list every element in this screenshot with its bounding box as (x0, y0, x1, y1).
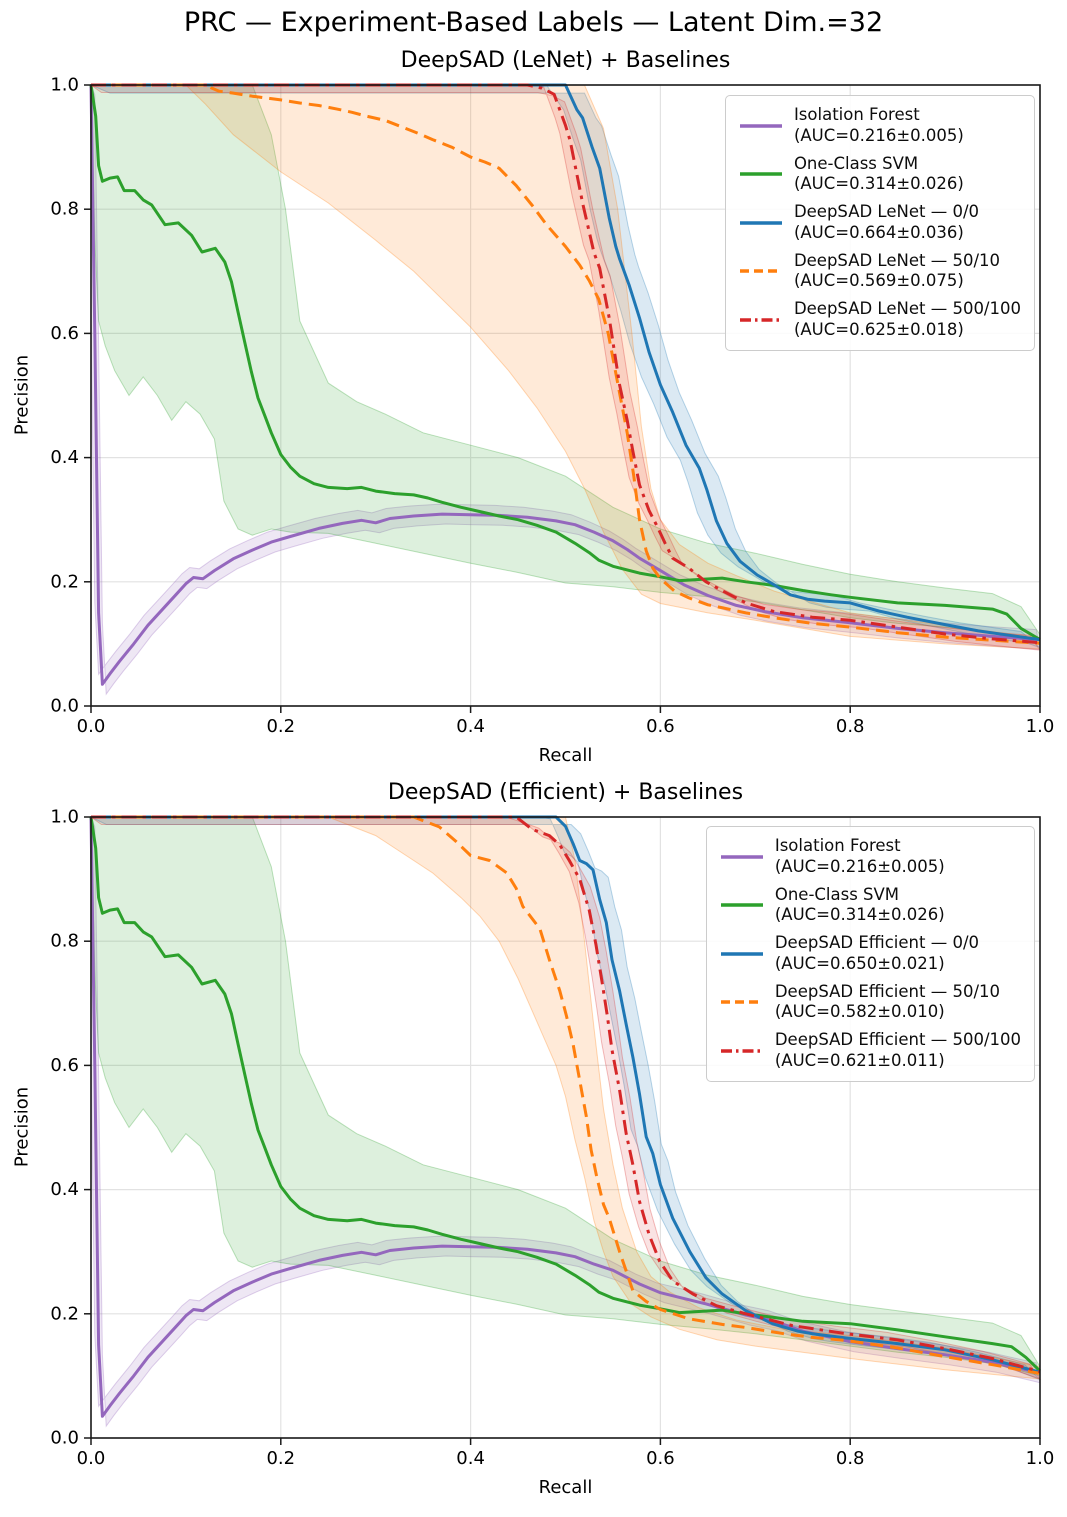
x-tick-label: 0.8 (836, 716, 865, 737)
legend-entry-label: DeepSAD Efficient — 500/100 (774, 1030, 1021, 1050)
series-line-deepsad-lenet-500-100 (91, 83, 1041, 645)
y-tick-label: 0.2 (50, 1303, 79, 1324)
x-tick-label: 0.8 (836, 1448, 865, 1469)
y-tick-label: 0.2 (50, 571, 79, 592)
y-tick-label: 0.4 (50, 447, 79, 468)
series-line-deepsad-lenet-0-0 (91, 83, 1041, 642)
legend-sample-line-isolation-forest (739, 123, 782, 128)
legend-entry-label: One-Class SVM (774, 884, 900, 904)
legend-entry-auc: (AUC=0.569±0.075) (793, 271, 964, 291)
plot-area-1: 0.0 0.2 0.4 0.6 0.8 1.0 0.0 0.2 0.4 0.6 0.8 1.0 (50, 807, 1054, 1469)
legend-entry-auc: (AUC=0.314±0.026) (774, 905, 945, 925)
series-line-deepsad-efficient-50-10 (91, 815, 1041, 1375)
legend-entry-label: DeepSAD LeNet — 0/0 (793, 202, 979, 222)
x-tick-label: 0.2 (266, 716, 295, 737)
axes-spine (90, 84, 1041, 707)
series-line-one-class-svm (89, 84, 1041, 641)
legend-entry-deepsad-lenet-0-0: DeepSAD LeNet — 0/0 (AUC=0.664±0.036) (739, 202, 1021, 244)
legend-sample-line-deepsad-lenet-0-0 (739, 221, 782, 225)
plot-title-bottom: DeepSAD (Efficient) + Baselines (387, 780, 744, 805)
legend-entry-auc: (AUC=0.664±0.036) (793, 222, 964, 242)
y-tick-label: 0.6 (50, 1055, 79, 1076)
legend-entry-auc: (AUC=0.216±0.005) (774, 856, 945, 876)
confidence-band-one-class-svm (90, 84, 1041, 645)
y-tick-label: 0.0 (50, 696, 79, 717)
x-tick-label: 0.4 (456, 1448, 485, 1469)
y-tick-label: 1.0 (50, 807, 79, 828)
series-line-one-class-svm (89, 816, 1042, 1372)
y-tick-label: 1.0 (50, 75, 79, 96)
legend-entry-label: DeepSAD LeNet — 500/100 (793, 299, 1021, 319)
y-axis-label-top: Precision (11, 354, 33, 436)
x-axis-label-top: Recall (538, 745, 593, 766)
x-tick-label: 0.2 (266, 1448, 295, 1469)
y-tick-label: 0.0 (50, 1428, 79, 1449)
legend-sample-line-one-class-svm (739, 172, 782, 177)
x-tick-label: 0.4 (456, 716, 485, 737)
legend-entry-auc: (AUC=0.621±0.011) (774, 1051, 945, 1071)
x-tick-label: 1.0 (1026, 1448, 1055, 1469)
y-tick-label: 0.6 (50, 323, 79, 344)
series-line-isolation-forest (89, 84, 1041, 686)
legend-sample-line-isolation-forest (720, 854, 763, 859)
x-axis-label-bottom: Recall (538, 1477, 593, 1498)
legend-entry-deepsad-efficient-0-0: DeepSAD Efficient — 0/0 (AUC=0.650±0.021) (720, 933, 1021, 975)
legend-entry-label: DeepSAD Efficient — 0/0 (774, 933, 979, 953)
legend-entry-label: One-Class SVM (793, 153, 919, 173)
x-tick-label: 0.0 (77, 716, 106, 737)
legend-entry-deepsad-efficient-50-10: DeepSAD Efficient — 50/10 (AUC=0.582±0.01… (720, 982, 1021, 1024)
legend-entry-one-class-svm: One-Class SVM (AUC=0.314±0.026) (739, 154, 1021, 196)
confidence-band-one-class-svm (90, 816, 1041, 1377)
confidence-band-deepsad-efficient-50-10 (91, 816, 1041, 1380)
legend-entry-deepsad-efficient-500-100: DeepSAD Efficient — 500/100 (AUC=0.621±0.… (720, 1030, 1021, 1072)
legend-sample-line-deepsad-lenet-50-10 (739, 269, 782, 274)
legend-entry-auc: (AUC=0.625±0.018) (793, 320, 964, 340)
x-tick-label: 0.0 (77, 1448, 106, 1469)
figure-title: PRC — Experiment-Based Labels — Latent D… (183, 7, 884, 38)
legend-entry-label: Isolation Forest (793, 105, 920, 124)
plot-title-top: DeepSAD (LeNet) + Baselines (400, 48, 731, 73)
series-line-deepsad-efficient-0-0 (91, 815, 1041, 1374)
legend-entry-deepsad-lenet-500-100: DeepSAD LeNet — 500/100 (AUC=0.625±0.018) (739, 299, 1021, 341)
y-tick-label: 0.8 (50, 199, 79, 220)
legend-entry-isolation-forest: Isolation Forest (AUC=0.216±0.005) (739, 105, 1021, 147)
legend-sample-line-deepsad-lenet-500-100 (739, 318, 782, 322)
legend-entry-auc: (AUC=0.582±0.010) (774, 1002, 945, 1022)
y-axis-label-bottom: Precision (11, 1086, 33, 1168)
legend-entry-auc: (AUC=0.650±0.021) (774, 953, 945, 973)
axes-spine (90, 816, 1041, 1439)
legend-entry-auc: (AUC=0.314±0.026) (793, 174, 964, 194)
legend-entry-label: Isolation Forest (774, 836, 901, 855)
legend-top: Isolation Forest (AUC=0.216±0.005) One-Cla… (724, 95, 1035, 351)
x-tick-label: 1.0 (1026, 716, 1055, 737)
confidence-band-deepsad-lenet-50-10 (91, 84, 1041, 650)
legend-entry-deepsad-lenet-50-10: DeepSAD LeNet — 50/10 (AUC=0.569±0.075) (739, 251, 1021, 293)
legend-sample-line-deepsad-efficient-50-10 (720, 1000, 763, 1005)
x-tick-label: 0.6 (646, 1448, 675, 1469)
legend-sample-line-one-class-svm (720, 903, 763, 908)
legend-sample-line-deepsad-efficient-0-0 (720, 952, 763, 956)
legend-entry-label: DeepSAD LeNet — 50/10 (793, 250, 1000, 270)
legend-sample-line-deepsad-efficient-500-100 (720, 1049, 763, 1053)
x-tick-label: 0.6 (646, 716, 675, 737)
legend-bottom: Isolation Forest (AUC=0.216±0.005) One-Cla… (705, 826, 1035, 1082)
legend-entry-one-class-svm: One-Class SVM (AUC=0.314±0.026) (720, 885, 1021, 927)
legend-entry-isolation-forest: Isolation Forest (AUC=0.216±0.005) (720, 836, 1021, 878)
y-tick-label: 0.4 (50, 1179, 79, 1200)
y-tick-label: 0.8 (50, 931, 79, 952)
legend-entry-label: DeepSAD Efficient — 50/10 (774, 981, 1000, 1001)
legend-entry-auc: (AUC=0.216±0.005) (793, 125, 964, 145)
